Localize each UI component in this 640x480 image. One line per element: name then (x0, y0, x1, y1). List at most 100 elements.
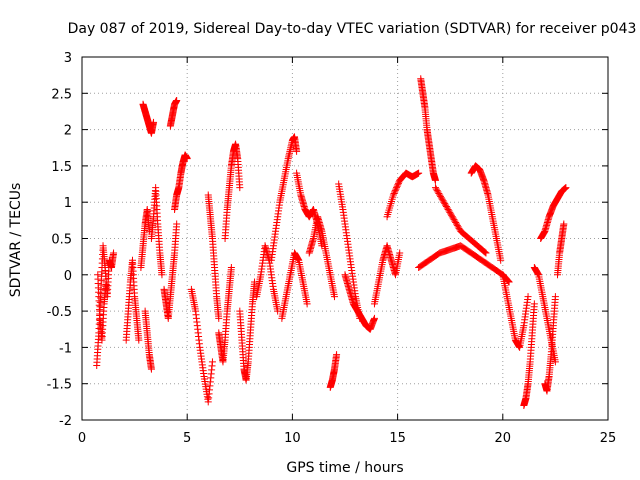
y-tick-label: 1.5 (51, 160, 72, 175)
data-point (102, 278, 110, 286)
data-point (173, 97, 181, 105)
series-t11 (187, 285, 216, 406)
data-point (453, 221, 461, 229)
data-point (432, 185, 440, 193)
data-point (530, 300, 538, 308)
data-point (480, 248, 488, 256)
data-point (551, 358, 559, 366)
data-point (551, 293, 559, 301)
series-t33 (537, 184, 570, 242)
series-t06 (141, 307, 155, 373)
data-point (439, 197, 447, 205)
y-tick-label: 1 (64, 196, 72, 211)
data-point (437, 192, 445, 200)
series-t05 (139, 100, 158, 137)
data-point (504, 277, 512, 285)
data-point (333, 351, 341, 359)
x-tick-label: 25 (600, 431, 617, 446)
data-point (370, 314, 378, 322)
data-point (236, 184, 244, 192)
data-point (110, 249, 118, 257)
data-point (390, 189, 398, 197)
x-tick-label: 5 (183, 431, 191, 446)
series-t30 (499, 271, 532, 351)
series-t03 (122, 256, 143, 344)
data-point (415, 169, 423, 177)
data-point (434, 188, 442, 196)
data-point (431, 176, 439, 184)
data-points (93, 75, 570, 409)
series-t21 (326, 351, 341, 391)
series-t17 (267, 133, 301, 264)
series-t31 (520, 300, 538, 409)
data-point (391, 187, 399, 195)
x-tick-label: 20 (495, 431, 512, 446)
series-t28 (431, 184, 490, 257)
data-point (560, 220, 568, 228)
data-point (562, 184, 570, 192)
data-point (393, 184, 401, 192)
data-point (158, 271, 166, 279)
data-point (227, 264, 235, 272)
data-point (208, 358, 216, 366)
data-point (455, 224, 463, 232)
data-point (394, 179, 402, 187)
data-point (450, 216, 458, 224)
data-point (505, 278, 513, 286)
data-point (443, 204, 451, 212)
data-point (393, 182, 401, 190)
series-t20 (305, 213, 338, 301)
data-point (449, 214, 457, 222)
axes: 0 5 10 15 20 25 -2 -1.5 -1 -0.5 0 0.5 1 1.5 2 2.5 3 (47, 51, 617, 446)
data-point (453, 220, 461, 228)
series-t13 (215, 264, 235, 366)
y-tick-label: -1 (59, 341, 72, 356)
chart-title: Day 087 of 2019, Sidereal Day-to-day VTE… (68, 21, 637, 37)
data-point (446, 208, 454, 216)
data-point (441, 200, 449, 208)
series-t19 (278, 249, 311, 322)
data-point (451, 217, 459, 225)
y-axis-title: SDTVAR / TECUs (8, 183, 24, 298)
y-tick-label: -2 (59, 414, 72, 429)
series-t34 (541, 293, 559, 395)
data-point (396, 249, 404, 257)
data-point (437, 194, 445, 202)
data-point (445, 207, 453, 215)
x-tick-label: 15 (389, 431, 406, 446)
series-t01 (93, 242, 118, 370)
data-point (438, 195, 446, 203)
y-tick-label: 2 (64, 124, 72, 139)
series-t08 (160, 220, 181, 322)
data-point (454, 223, 462, 231)
y-tick-label: 0 (64, 269, 72, 284)
y-tick-label: -1.5 (47, 378, 72, 393)
series-t04 (137, 205, 153, 272)
data-point (431, 184, 439, 192)
y-tick-label: 2.5 (51, 87, 72, 102)
data-point (150, 118, 158, 126)
data-point (435, 189, 443, 197)
data-point (481, 248, 489, 256)
series-t26 (417, 75, 439, 184)
series-t02 (94, 271, 110, 344)
data-point (392, 185, 400, 193)
data-point (447, 211, 455, 219)
data-point (251, 278, 259, 286)
data-point (448, 213, 456, 221)
data-point (442, 201, 450, 209)
series-t15 (236, 278, 259, 384)
series-t23 (341, 271, 378, 333)
data-point (452, 219, 460, 227)
series-t07 (147, 184, 166, 279)
data-point (274, 307, 282, 315)
data-point (482, 249, 490, 257)
data-point (183, 155, 191, 163)
y-tick-label: 3 (64, 51, 72, 66)
data-point (330, 293, 338, 301)
series-t24 (370, 242, 404, 308)
data-point (433, 187, 441, 195)
series-t09 (166, 97, 181, 130)
data-point (497, 256, 505, 264)
data-point (147, 365, 155, 373)
